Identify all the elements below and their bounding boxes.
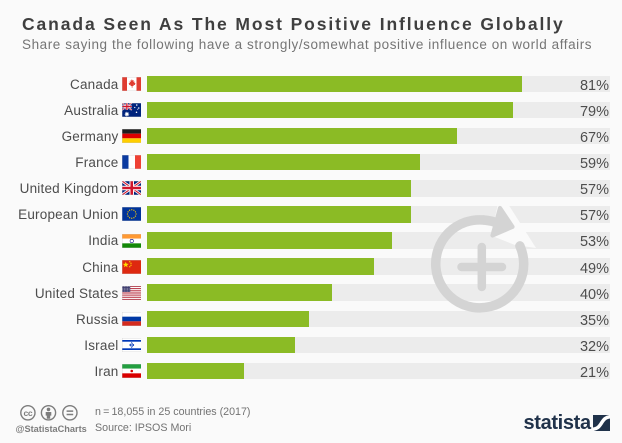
svg-text:cc: cc bbox=[23, 408, 32, 418]
